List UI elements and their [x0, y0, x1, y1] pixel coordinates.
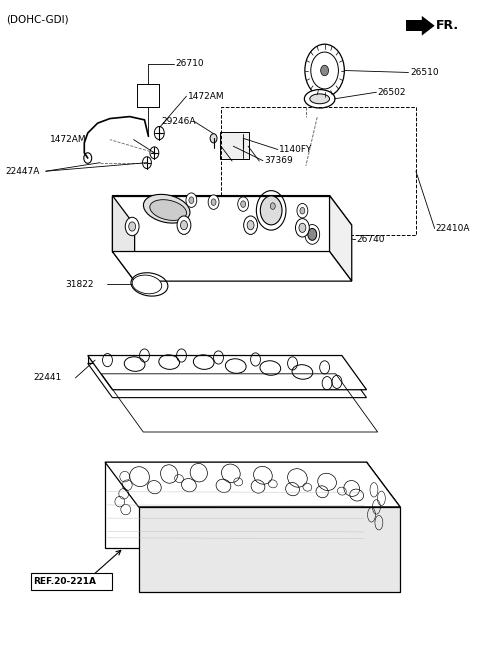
Ellipse shape [150, 200, 187, 220]
Polygon shape [105, 462, 367, 548]
Circle shape [299, 223, 306, 233]
Circle shape [240, 134, 247, 143]
Circle shape [300, 208, 305, 214]
Circle shape [244, 216, 257, 235]
Polygon shape [88, 364, 367, 398]
Polygon shape [422, 16, 435, 36]
Text: FR.: FR. [436, 19, 459, 32]
Circle shape [189, 197, 194, 204]
Circle shape [210, 134, 217, 143]
Circle shape [129, 222, 136, 231]
Circle shape [208, 195, 219, 210]
Circle shape [270, 203, 275, 210]
Text: (DOHC-GDI): (DOHC-GDI) [6, 15, 69, 25]
Circle shape [177, 216, 191, 235]
Polygon shape [88, 356, 367, 390]
Circle shape [308, 229, 317, 241]
Text: 1472AM: 1472AM [50, 135, 86, 144]
Circle shape [247, 221, 254, 230]
Polygon shape [88, 356, 342, 364]
Ellipse shape [144, 194, 190, 223]
Ellipse shape [304, 90, 335, 108]
Circle shape [186, 193, 197, 208]
Circle shape [84, 153, 92, 163]
Circle shape [180, 221, 187, 230]
Circle shape [321, 65, 328, 76]
Bar [221, 106, 416, 235]
Text: 1472AM: 1472AM [188, 92, 225, 100]
Text: 22447A: 22447A [5, 167, 40, 176]
Text: 22441: 22441 [34, 373, 62, 383]
Polygon shape [406, 20, 423, 31]
Text: 26740: 26740 [357, 235, 385, 244]
Polygon shape [139, 507, 400, 592]
Text: 26502: 26502 [377, 88, 406, 97]
Polygon shape [112, 252, 352, 281]
Text: 31822: 31822 [66, 280, 94, 289]
Text: 22410A: 22410A [436, 224, 470, 233]
Polygon shape [112, 196, 352, 225]
Polygon shape [330, 196, 352, 281]
Circle shape [240, 201, 246, 208]
Text: 26710: 26710 [175, 59, 204, 69]
Text: 1140FY: 1140FY [279, 145, 312, 154]
Ellipse shape [310, 94, 330, 104]
Text: 37369: 37369 [264, 156, 293, 165]
Text: REF.20-221A: REF.20-221A [34, 577, 96, 586]
Ellipse shape [132, 275, 162, 293]
Text: 29246A: 29246A [162, 117, 196, 126]
Circle shape [311, 52, 338, 89]
Circle shape [260, 196, 282, 225]
Polygon shape [105, 462, 400, 507]
Polygon shape [367, 462, 400, 592]
Polygon shape [112, 196, 330, 252]
Circle shape [267, 199, 278, 214]
Circle shape [297, 204, 308, 218]
Circle shape [125, 217, 139, 236]
Circle shape [211, 199, 216, 206]
Polygon shape [112, 196, 134, 281]
FancyBboxPatch shape [31, 572, 112, 590]
Circle shape [238, 197, 249, 212]
Text: 26510: 26510 [410, 68, 439, 77]
FancyBboxPatch shape [220, 132, 249, 159]
Circle shape [296, 219, 309, 237]
Circle shape [305, 44, 344, 97]
